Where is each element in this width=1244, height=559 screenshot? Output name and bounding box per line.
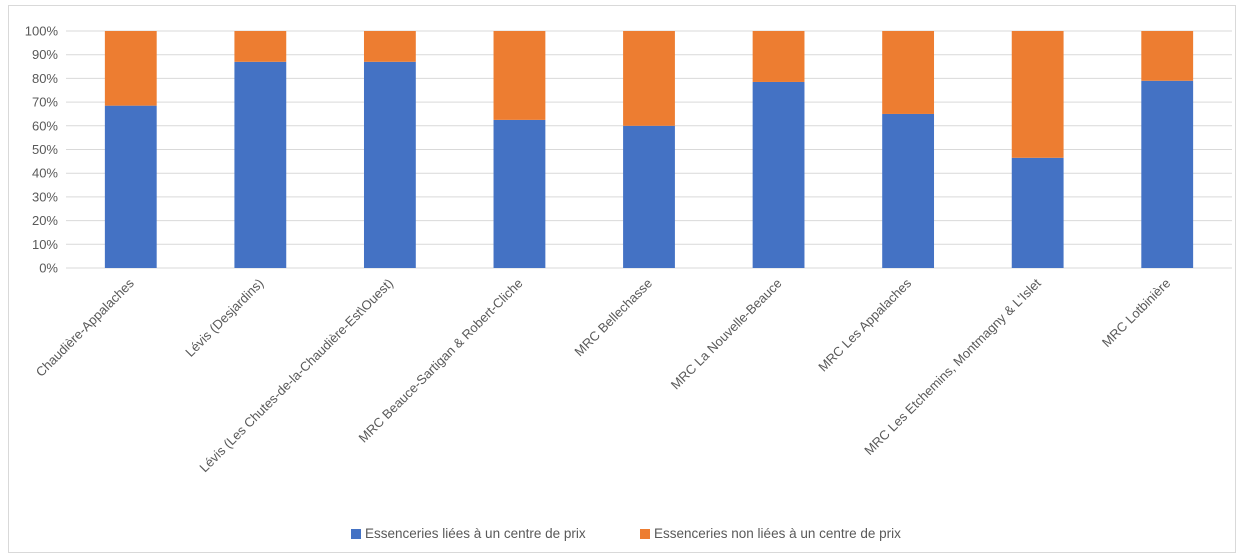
x-tick-label: MRC Les Appalaches (815, 275, 914, 374)
bar-segment-liees (493, 119, 546, 268)
bars (104, 31, 1194, 269)
bar-segment-non-liees (104, 31, 157, 106)
bar-segment-liees (363, 61, 416, 269)
x-tick-label: MRC Lotbinière (1099, 276, 1173, 350)
bar-segment-liees (1141, 80, 1194, 269)
x-tick-label: MRC Bellechasse (571, 276, 655, 360)
bar-segment-non-liees (234, 31, 287, 62)
y-tick-label: 50% (32, 142, 58, 157)
bar-segment-liees (623, 125, 675, 268)
y-tick-label: 100% (25, 24, 59, 39)
bar-segment-liees (1011, 157, 1064, 268)
bar-segment-non-liees (363, 31, 416, 62)
bar-segment-non-liees (882, 31, 935, 114)
bar-segment-non-liees (1011, 31, 1064, 158)
y-tick-label: 80% (32, 71, 58, 86)
x-tick-label: Chaudière-Appalaches (33, 275, 137, 379)
legend-label: Essenceries non liées à un centre de pri… (654, 526, 901, 541)
legend: Essenceries liées à un centre de prix Ess… (351, 526, 901, 541)
y-axis-ticks: 0% 10% 20% 30% 40% 50% 60% 70% 80% 90% 100% (25, 24, 59, 276)
y-tick-label: 20% (32, 213, 58, 228)
bar-segment-non-liees (623, 31, 675, 126)
y-tick-label: 40% (32, 166, 58, 181)
legend-swatch (640, 529, 650, 539)
legend-label: Essenceries liées à un centre de prix (365, 526, 586, 541)
legend-swatch (351, 529, 361, 539)
y-tick-label: 70% (32, 95, 58, 110)
x-tick-label: MRC La Nouvelle-Beauce (668, 276, 785, 393)
y-tick-label: 60% (32, 118, 58, 133)
y-tick-label: 90% (32, 47, 58, 62)
y-tick-label: 0% (39, 261, 58, 276)
bar-segment-liees (752, 81, 805, 268)
x-tick-label: Lévis (Desjardins) (182, 276, 266, 360)
bar-segment-liees (104, 105, 157, 268)
bar-segment-liees (234, 61, 287, 269)
bar-segment-non-liees (493, 31, 546, 120)
y-tick-label: 10% (32, 237, 58, 252)
bar-segment-liees (882, 113, 935, 268)
bar-segment-non-liees (1141, 31, 1194, 81)
x-axis-ticks: Chaudière-Appalaches Lévis (Desjardins)Lé… (33, 275, 1174, 475)
bar-segment-non-liees (752, 31, 805, 82)
y-tick-label: 30% (32, 189, 58, 204)
